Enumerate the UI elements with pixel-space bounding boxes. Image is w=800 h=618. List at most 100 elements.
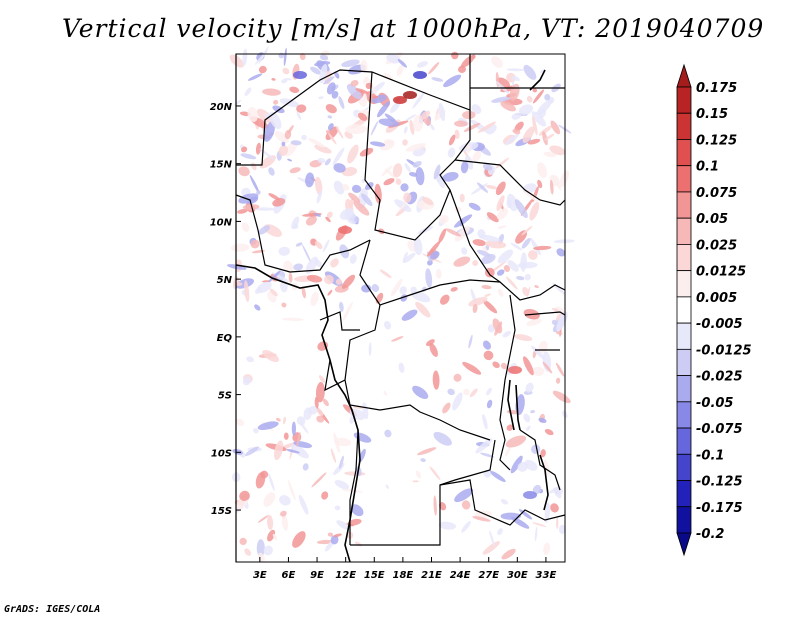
field-blotch xyxy=(462,361,482,375)
field-blotch xyxy=(468,334,473,349)
field-blotch xyxy=(280,510,287,517)
colorbar-label: -0.05 xyxy=(696,396,733,411)
field-blotch xyxy=(468,202,481,211)
colorbar-label: 0.025 xyxy=(696,238,737,253)
field-blotch xyxy=(425,268,433,288)
field-blotch xyxy=(315,176,323,196)
field-blotch xyxy=(558,524,566,535)
field-blotch xyxy=(325,104,337,114)
field-blotch xyxy=(400,183,409,192)
colorbar-label: -0.125 xyxy=(696,475,743,490)
field-blotch xyxy=(274,440,284,461)
field-blotch xyxy=(504,133,520,146)
field-blotch xyxy=(532,484,542,495)
field-blotch xyxy=(482,414,488,430)
field-blotch xyxy=(438,521,457,530)
field-blotch xyxy=(351,184,362,193)
field-blotch xyxy=(438,102,446,122)
field-blotch xyxy=(461,247,468,255)
field-blotch xyxy=(333,180,345,195)
field-core xyxy=(508,366,522,374)
field-blotch xyxy=(505,435,527,448)
field-blotch xyxy=(427,259,433,266)
field-blotch xyxy=(512,128,521,135)
field-blotch xyxy=(363,76,369,85)
field-blotch xyxy=(325,126,339,141)
field-blotch xyxy=(316,415,325,423)
field-blotch xyxy=(318,96,324,100)
field-blotch xyxy=(349,254,357,264)
field-blotch xyxy=(360,59,368,74)
field-blotch xyxy=(510,242,523,251)
field-blotch xyxy=(281,317,304,321)
field-blotch xyxy=(310,66,321,75)
field-blotch xyxy=(379,269,392,279)
field-blotch xyxy=(314,213,321,217)
field-blotch xyxy=(244,87,252,96)
field-blotch xyxy=(227,264,247,270)
field-blotch xyxy=(533,245,552,251)
field-blotch xyxy=(486,387,492,396)
field-blotch xyxy=(532,87,538,93)
field-blotch xyxy=(462,110,476,120)
field-blotch xyxy=(523,356,534,376)
field-blotch xyxy=(518,509,533,520)
field-blotch xyxy=(256,281,272,293)
field-blotch xyxy=(384,139,395,145)
field-blotch xyxy=(327,115,333,119)
field-blotch xyxy=(517,462,528,472)
field-blotch xyxy=(528,250,538,260)
field-core xyxy=(393,96,407,104)
field-blotch xyxy=(272,105,285,114)
field-blotch xyxy=(429,343,438,357)
lon-tick-label: 27E xyxy=(478,570,499,581)
field-blotch xyxy=(549,145,566,156)
colorbar-segment xyxy=(676,165,692,193)
field-blotch xyxy=(392,163,403,178)
field-blotch xyxy=(429,466,441,481)
field-blotch xyxy=(279,495,291,506)
field-blotch xyxy=(506,72,516,83)
field-blotch xyxy=(459,193,465,203)
field-blotch xyxy=(397,58,408,68)
field-blotch xyxy=(254,304,261,311)
field-blotch xyxy=(403,252,416,263)
field-blotch xyxy=(403,126,408,134)
field-blotch xyxy=(240,153,257,160)
field-blotch xyxy=(521,237,531,249)
field-blotch xyxy=(405,143,426,152)
field-blotch xyxy=(415,301,431,318)
field-blotch xyxy=(500,362,508,370)
colorbar-segment xyxy=(676,244,692,272)
colorbar-segment xyxy=(676,348,692,376)
field-blotch xyxy=(361,193,373,207)
field-blotch xyxy=(521,225,533,236)
field-blotch xyxy=(324,158,331,166)
field-blotch xyxy=(284,129,292,140)
colorbar-label: 0.1 xyxy=(696,160,719,175)
field-blotch xyxy=(472,260,479,266)
field-blotch xyxy=(282,67,290,75)
field-blotch xyxy=(529,201,540,221)
field-blotch xyxy=(258,46,269,65)
field-blotch xyxy=(267,515,274,530)
field-blotch xyxy=(258,65,267,74)
colorbar-segment xyxy=(676,375,692,403)
field-blotch xyxy=(326,129,331,134)
field-blotch xyxy=(520,252,527,272)
field-blotch xyxy=(485,184,498,190)
field-blotch xyxy=(273,99,279,105)
field-blotch xyxy=(439,502,447,511)
field-blotch xyxy=(383,390,388,396)
lat-tick-label: EQ xyxy=(217,333,233,344)
field-blotch xyxy=(370,121,379,136)
field-blotch xyxy=(511,112,522,120)
field-blotch xyxy=(288,272,293,283)
field-blotch xyxy=(339,455,344,469)
field-blotch xyxy=(328,132,337,145)
field-blotch xyxy=(301,286,306,299)
field-blotch xyxy=(431,77,444,82)
field-blotch xyxy=(420,110,431,120)
field-blotch xyxy=(442,172,459,182)
colorbar-segment xyxy=(676,270,692,298)
